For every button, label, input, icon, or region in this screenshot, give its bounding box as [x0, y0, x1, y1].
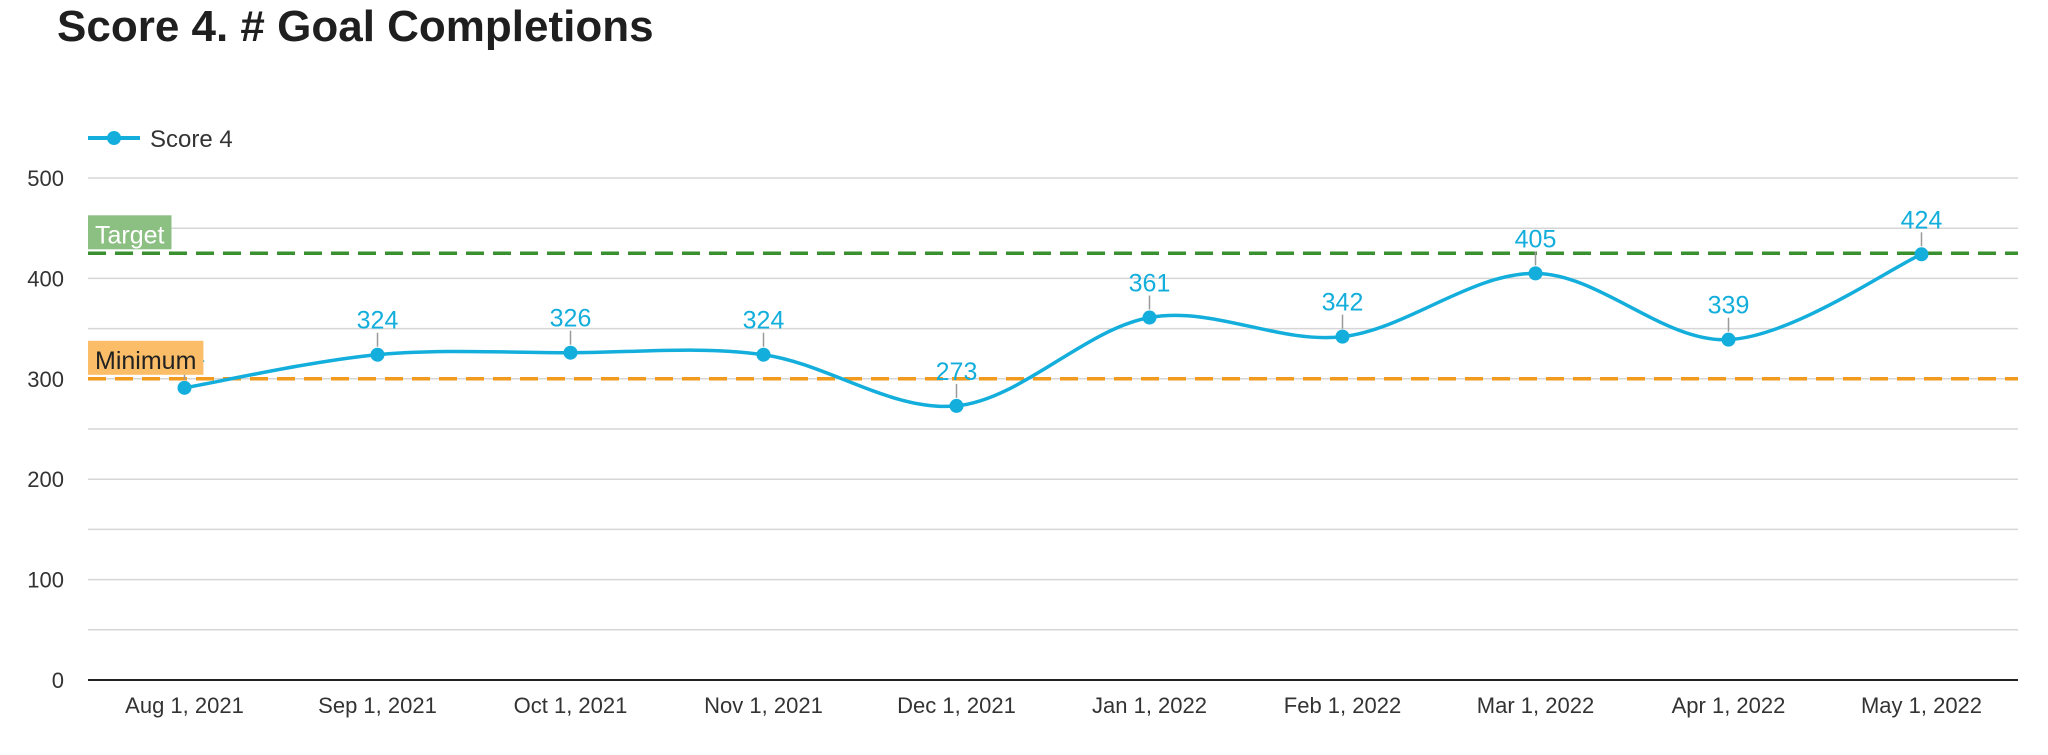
data-point[interactable]: [949, 398, 964, 413]
data-point[interactable]: [370, 347, 385, 362]
reference-label-bg: [88, 340, 204, 375]
data-label: 405: [1515, 225, 1557, 253]
data-label: 342: [1322, 289, 1364, 317]
x-tick-label: Dec 1, 2021: [897, 693, 1016, 718]
legend: Score 4: [88, 126, 233, 153]
reference-label-minimum: Minimum: [88, 340, 204, 375]
x-tick-label: Oct 1, 2021: [514, 693, 628, 718]
x-tick-label: Apr 1, 2022: [1672, 693, 1786, 718]
data-point[interactable]: [1528, 266, 1543, 281]
data-point[interactable]: [563, 345, 578, 360]
data-label: 361: [1129, 270, 1171, 298]
y-tick-label: 300: [27, 367, 64, 392]
reference-label-bg: [88, 215, 172, 250]
reference-label-text: Minimum: [95, 347, 196, 375]
legend-label[interactable]: Score 4: [150, 126, 233, 153]
data-label: 424: [1901, 206, 1943, 234]
data-point[interactable]: [1142, 310, 1157, 325]
x-tick-label: Nov 1, 2021: [704, 693, 823, 718]
series-line: [184, 252, 1923, 409]
reference-label-text: Target: [95, 221, 165, 249]
axes: 0 100 200 300 400 500 Aug 1, 2021 Sep 1, 2021 Oc…: [27, 166, 2018, 718]
data-label: 324: [743, 307, 785, 335]
data-label: 324: [357, 307, 399, 335]
reference-labels: Target Minimum: [88, 215, 204, 375]
data-point[interactable]: [756, 347, 771, 362]
data-point[interactable]: [1914, 247, 1929, 262]
gridlines: [88, 177, 2018, 631]
data-point[interactable]: [177, 380, 192, 395]
reference-lines: [88, 251, 2018, 381]
y-tick-label: 500: [27, 166, 64, 191]
x-tick-label: Feb 1, 2022: [1284, 693, 1401, 718]
y-tick-label: 0: [52, 668, 64, 693]
data-point[interactable]: [1721, 332, 1736, 347]
x-tick-label: Mar 1, 2022: [1477, 693, 1594, 718]
x-tick-label: Sep 1, 2021: [318, 693, 437, 718]
series-score-4: 291324326324273361342405339424: [164, 206, 1943, 413]
chart-title: Score 4. # Goal Completions: [57, 2, 654, 51]
x-tick-label: Jan 1, 2022: [1092, 693, 1207, 718]
y-tick-label: 100: [27, 568, 64, 593]
y-tick-label: 200: [27, 467, 64, 492]
legend-swatch-marker: [107, 131, 121, 145]
x-tick-label: May 1, 2022: [1861, 693, 1982, 718]
reference-label-target: Target: [88, 215, 172, 250]
x-tick-label: Aug 1, 2021: [125, 693, 244, 718]
data-point[interactable]: [1335, 329, 1350, 344]
data-label: 326: [550, 305, 592, 333]
y-tick-label: 400: [27, 266, 64, 291]
data-label: 273: [936, 358, 978, 386]
data-label: 339: [1708, 292, 1750, 320]
